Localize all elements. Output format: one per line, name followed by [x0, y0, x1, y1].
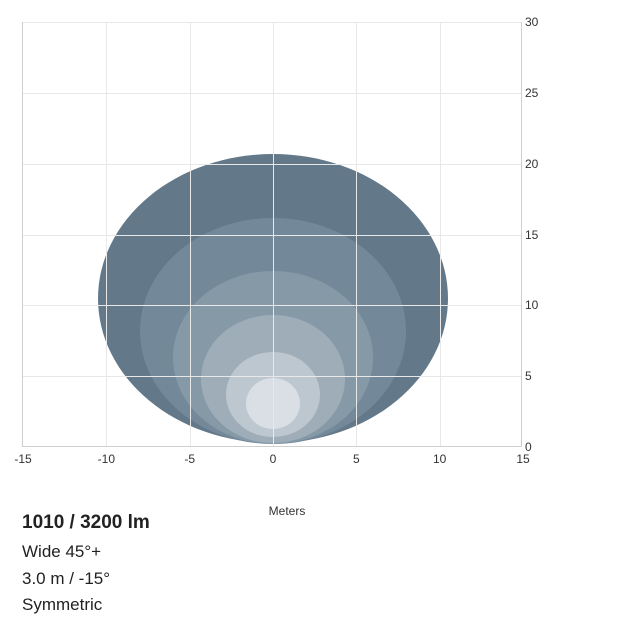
ytick-label: 25 — [525, 86, 555, 100]
gridline-v — [273, 22, 274, 446]
gridline-h — [23, 93, 521, 94]
gridline-v — [356, 22, 357, 446]
caption-distribution: Symmetric — [22, 592, 150, 618]
caption-beam: Wide 45°+ — [22, 539, 150, 565]
xtick-label: -5 — [184, 452, 195, 466]
caption-mount: 3.0 m / -15° — [22, 566, 150, 592]
ytick-label: 20 — [525, 157, 555, 171]
xtick-label: 5 — [353, 452, 360, 466]
xtick-label: -10 — [98, 452, 115, 466]
xtick-label: -15 — [14, 452, 31, 466]
gridline-h — [23, 22, 521, 23]
ytick-label: 5 — [525, 369, 555, 383]
gridline-v — [190, 22, 191, 446]
gridline-h — [23, 305, 521, 306]
ytick-label: 30 — [525, 15, 555, 29]
gridline-v — [106, 22, 107, 446]
caption-block: 1010 / 3200 lm Wide 45°+ 3.0 m / -15° Sy… — [22, 508, 150, 618]
gridline-h — [23, 235, 521, 236]
plot-area: 051015202530-15-10-5051015 — [22, 22, 522, 447]
ytick-label: 15 — [525, 228, 555, 242]
gridline-h — [23, 376, 521, 377]
xtick-label: 10 — [433, 452, 446, 466]
isolux-chart: 051015202530-15-10-5051015 Meters — [22, 22, 552, 482]
gridline-h — [23, 164, 521, 165]
caption-lumens: 1010 / 3200 lm — [22, 508, 150, 537]
xtick-label: 0 — [270, 452, 277, 466]
x-axis-label: Meters — [269, 504, 306, 518]
ytick-label: 10 — [525, 298, 555, 312]
gridline-v — [440, 22, 441, 446]
xtick-label: 15 — [516, 452, 529, 466]
